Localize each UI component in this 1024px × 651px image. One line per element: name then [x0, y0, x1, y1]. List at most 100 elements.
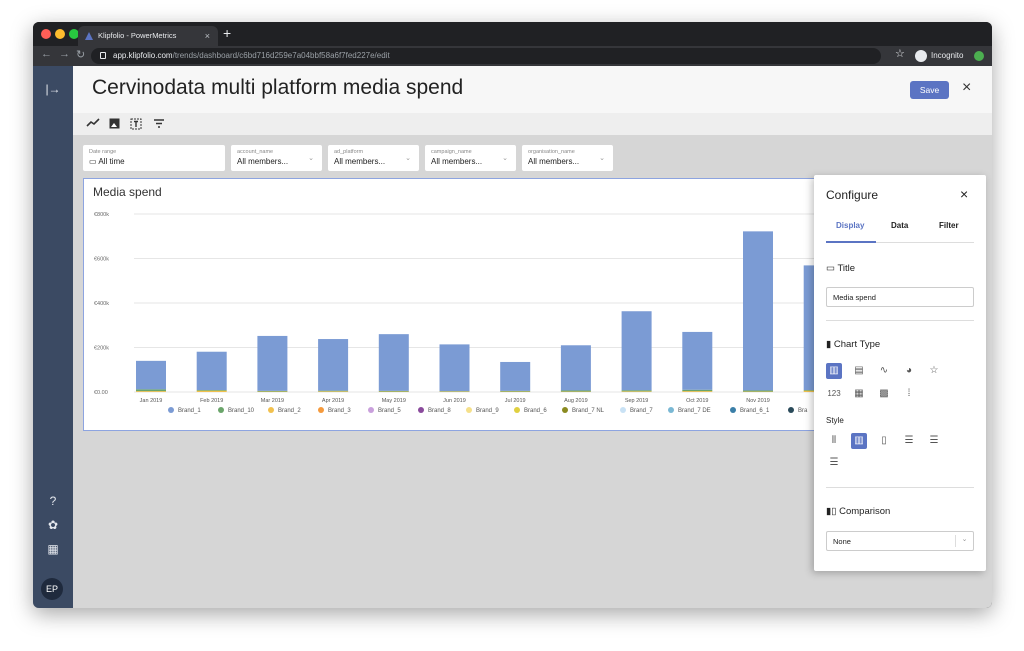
- add-image-icon[interactable]: [109, 118, 120, 129]
- reload-icon[interactable]: ↻: [76, 49, 86, 61]
- close-window-icon[interactable]: [41, 29, 51, 39]
- page-title[interactable]: Cervinodata multi platform media spend: [92, 76, 464, 99]
- title-section-heading: ▭ Title: [826, 263, 855, 274]
- url-host: app.klipfolio.com: [113, 51, 173, 60]
- x-tick-label: Oct 2019: [686, 398, 708, 404]
- title-input[interactable]: Media spend: [826, 287, 974, 307]
- save-button[interactable]: Save: [910, 81, 949, 99]
- tab-strip: Klipfolio - PowerMetrics × +: [33, 22, 992, 46]
- title-icon: ▭: [826, 263, 838, 274]
- filter-ad-platform[interactable]: ad_platform All members... ⌄: [328, 145, 419, 171]
- new-tab-button[interactable]: +: [223, 25, 232, 41]
- maximize-window-icon[interactable]: [69, 29, 79, 39]
- legend-swatch: [620, 407, 626, 413]
- x-tick-label: Nov 2019: [746, 398, 770, 404]
- media-spend-chart: €0.00 €200k €400k €600k €800k Jan 2019 Feb 201…: [94, 212, 836, 414]
- table-type-icon[interactable]: ▦: [854, 388, 864, 399]
- bar-segment: [682, 391, 713, 392]
- bar-segment: [136, 391, 166, 392]
- bar-segment: [378, 334, 409, 391]
- stacked-column-type-icon[interactable]: ▤: [854, 365, 864, 376]
- app-area: |→ ? ✿ ▦ EP Cervinodata multi platform m…: [33, 66, 992, 608]
- filter-campaign-name[interactable]: campaign_name All members... ⌄: [425, 145, 516, 171]
- add-metric-icon[interactable]: [86, 118, 100, 128]
- legend-swatch: [418, 407, 424, 413]
- filter-label: organisation_name: [528, 149, 575, 155]
- legend-swatch: [218, 407, 224, 413]
- back-icon[interactable]: ←: [41, 48, 52, 60]
- legend-label: Bra: [798, 408, 808, 414]
- legend-label: Brand_5: [378, 408, 401, 414]
- pie-chart-type-icon[interactable]: ◕: [905, 365, 913, 376]
- filter-label: account_name: [237, 149, 274, 155]
- horizontal-stacked-style-icon[interactable]: ☰: [929, 435, 939, 446]
- url-input[interactable]: app.klipfolio.com/trends/dashboard/c6bd7…: [91, 48, 881, 64]
- x-tick-label: Apr 2019: [322, 398, 344, 404]
- tab-filter[interactable]: Filter: [939, 221, 959, 230]
- horizontal-percent-style-icon[interactable]: ☰: [829, 457, 839, 468]
- divider: [826, 320, 974, 321]
- bar-segment: [257, 335, 288, 391]
- tab-close-icon[interactable]: ×: [204, 31, 210, 41]
- y-tick-label: €0.00: [94, 390, 108, 396]
- apps-grid-icon[interactable]: ▦: [47, 542, 59, 556]
- expand-sidebar-icon[interactable]: |→: [45, 82, 61, 96]
- grouped-bar-style-icon[interactable]: ⫴: [831, 435, 837, 446]
- horizontal-bar-style-icon[interactable]: ☰: [904, 435, 914, 446]
- incognito-indicator[interactable]: Incognito: [913, 48, 963, 64]
- calendar-icon: ▭: [89, 157, 99, 166]
- x-tick-label: Jun 2019: [443, 398, 466, 404]
- x-tick-label: Aug 2019: [564, 398, 588, 404]
- bar-segment: [743, 231, 773, 391]
- avatar[interactable]: EP: [41, 578, 63, 600]
- scatter-type-icon[interactable]: ⁞: [907, 388, 911, 399]
- x-tick-label: Jan 2019: [140, 398, 163, 404]
- extension-icon[interactable]: [974, 51, 984, 61]
- legend-label: Brand_3: [328, 408, 351, 414]
- chart-type-label: Chart Type: [833, 339, 881, 350]
- add-filter-icon[interactable]: [153, 118, 165, 129]
- close-editor-button[interactable]: ×: [962, 79, 972, 96]
- filter-date-range[interactable]: Date range ▭ All time: [83, 145, 225, 171]
- filter-account-name[interactable]: account_name All members... ⌄: [231, 145, 322, 171]
- chart-card[interactable]: €0.00 €200k €400k €600k €800k Jan 2019 Feb 201…: [83, 178, 843, 431]
- comparison-select[interactable]: None ⌄: [826, 531, 974, 551]
- bar-segment: [621, 311, 652, 391]
- bookmark-star-icon[interactable]: ☆: [895, 48, 905, 60]
- browser-tab[interactable]: Klipfolio - PowerMetrics ×: [78, 26, 218, 46]
- active-tab-indicator: [826, 241, 876, 243]
- forward-icon[interactable]: →: [59, 48, 70, 60]
- filter-value: All members...: [334, 157, 386, 166]
- incognito-label: Incognito: [931, 51, 964, 60]
- help-icon[interactable]: ?: [49, 494, 57, 508]
- tab-data[interactable]: Data: [891, 221, 909, 230]
- x-tick-label: Jul 2019: [505, 398, 526, 404]
- star-type-icon[interactable]: ☆: [929, 365, 939, 376]
- add-text-icon[interactable]: [130, 118, 142, 130]
- configure-close-button[interactable]: ×: [960, 186, 969, 202]
- chevron-down-icon: ⌄: [308, 155, 314, 162]
- bar-segment: [500, 390, 531, 392]
- stacked-bar-style-icon[interactable]: ▥: [851, 433, 867, 449]
- bar-chart-type-icon[interactable]: ▥: [826, 363, 842, 379]
- filter-value: ▭ All time: [89, 157, 219, 166]
- tab-display[interactable]: Display: [836, 221, 865, 230]
- line-chart-type-icon[interactable]: ∿: [879, 365, 889, 376]
- chart-type-heading: ▮ Chart Type: [826, 339, 880, 350]
- filter-organisation-name[interactable]: organisation_name All members... ⌄: [522, 145, 613, 171]
- bar-segment: [196, 351, 227, 390]
- minimize-window-icon[interactable]: [55, 29, 65, 39]
- grid-type-icon[interactable]: ▩: [879, 388, 889, 399]
- number-type-icon[interactable]: 123: [827, 389, 841, 398]
- legend-swatch: [730, 407, 736, 413]
- legend-label: Brand_9: [476, 408, 499, 414]
- legend-label: Brand_7 DE: [678, 408, 711, 414]
- palette-icon[interactable]: ✿: [47, 518, 59, 532]
- legend-label: Brand_8: [428, 408, 451, 414]
- address-bar: ← → ↻ app.klipfolio.com/trends/dashboard…: [33, 46, 992, 66]
- legend-swatch: [168, 407, 174, 413]
- bar-segment: [560, 390, 591, 392]
- bar-segment: [500, 361, 531, 391]
- percent-bar-style-icon[interactable]: ▯: [881, 435, 887, 446]
- legend-label: Brand_2: [278, 408, 301, 414]
